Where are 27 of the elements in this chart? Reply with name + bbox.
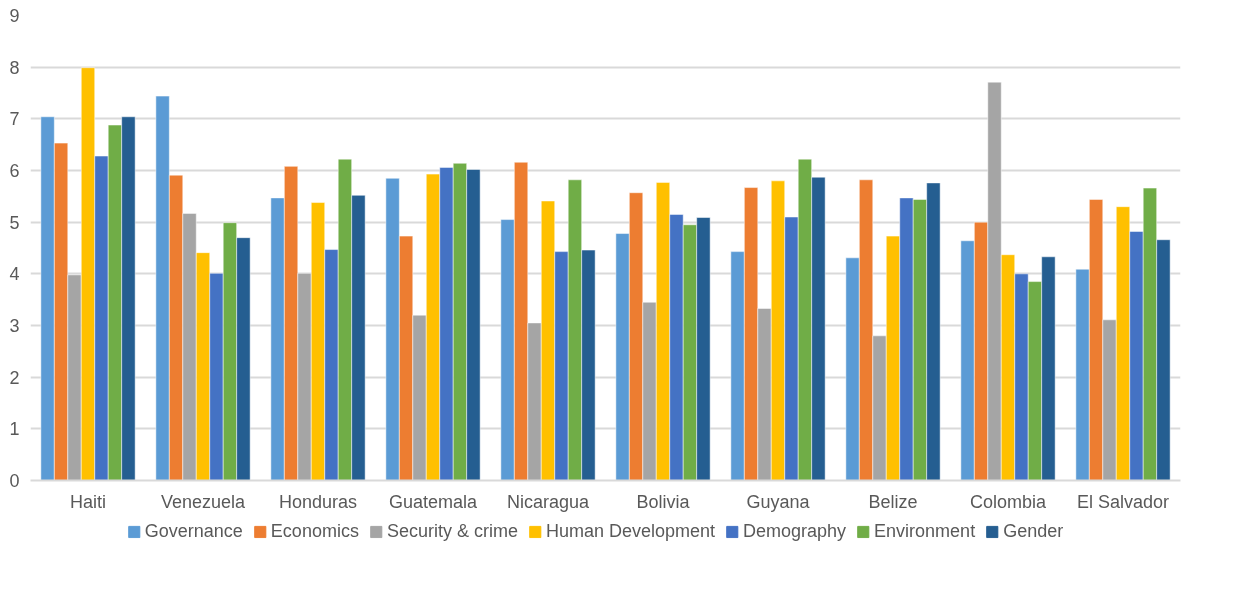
x-tick-label: El Salvador <box>1076 491 1170 512</box>
legend-label: Security & crime <box>386 520 518 542</box>
y-tick-label: 1 <box>9 419 20 440</box>
y-tick-label: 6 <box>9 161 20 181</box>
y-tick-label: 7 <box>9 109 20 130</box>
y-tick-label: 2 <box>9 367 20 388</box>
x-tick-label: Bolivia <box>636 491 691 512</box>
y-tick-label: 9 <box>9 6 20 26</box>
legend-label: Gender <box>1003 520 1064 542</box>
x-tick-label: Belize <box>868 491 918 512</box>
x-tick-label: Colombia <box>969 491 1048 512</box>
y-tick-label: 3 <box>9 316 20 336</box>
x-tick-label: Guyana <box>746 491 811 512</box>
y-tick-label: 4 <box>9 264 20 285</box>
x-tick-label: Honduras <box>278 491 358 512</box>
y-tick-label: 0 <box>9 471 20 491</box>
x-tick-label: Nicaragua <box>506 491 591 512</box>
x-tick-label: Venezuela <box>160 491 247 512</box>
legend-label: Demography <box>743 520 847 542</box>
x-tick-label: Haiti <box>70 491 107 512</box>
legend-label: Economics <box>270 520 359 542</box>
legend-label: Governance <box>144 520 243 542</box>
legend-label: Human Development <box>545 520 716 542</box>
y-tick-label: 5 <box>9 212 20 233</box>
x-tick-label: Guatemala <box>388 491 479 512</box>
y-tick-label: 8 <box>9 57 20 78</box>
legend-label: Environment <box>874 520 976 542</box>
